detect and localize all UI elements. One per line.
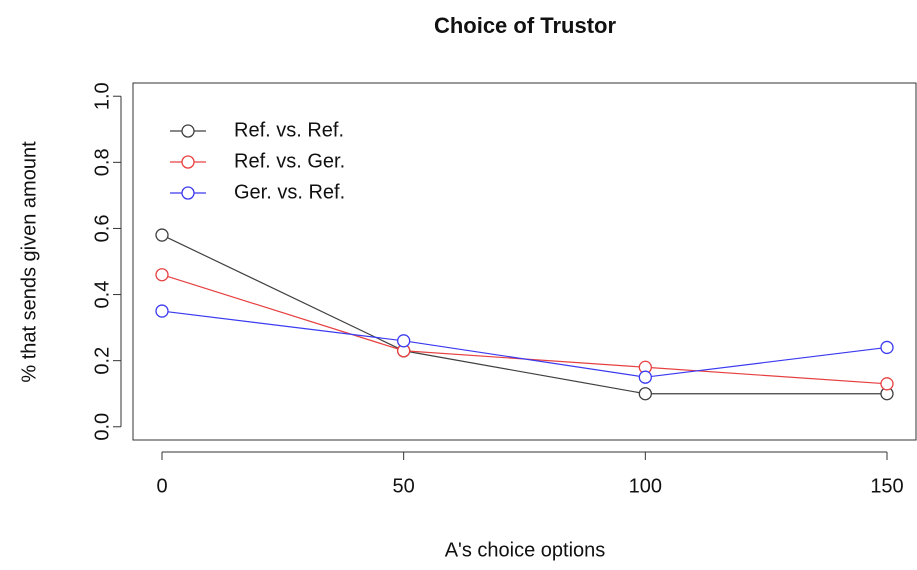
x-tick-label: 100: [629, 475, 662, 497]
plot-box: [132, 82, 917, 441]
series-line: [161, 310, 888, 378]
data-point: [155, 268, 169, 282]
legend-marker: [181, 155, 195, 169]
series-line: [161, 274, 888, 385]
data-point: [155, 304, 169, 318]
legend-label: Ref. vs. Ref.: [234, 119, 344, 141]
legend-marker: [181, 186, 195, 200]
data-point: [880, 340, 894, 355]
y-tick-label: 0.8: [91, 148, 113, 176]
legend-label: Ger. vs. Ref.: [234, 181, 345, 203]
chart-title: Choice of Trustor: [434, 13, 617, 38]
series-line: [161, 234, 887, 395]
x-tick-label: 0: [156, 475, 167, 497]
y-tick-label: 0.6: [91, 215, 113, 243]
legend-label: Ref. vs. Ger.: [234, 150, 345, 172]
x-axis-label: A's choice options: [445, 539, 606, 561]
y-tick-label: 0.2: [91, 347, 113, 375]
data-point: [880, 377, 894, 391]
data-point: [397, 334, 411, 348]
x-tick-label: 50: [393, 475, 415, 497]
y-tick-label: 0.0: [91, 413, 113, 441]
data-point: [155, 228, 169, 242]
y-axis-label: % that sends given amount: [18, 141, 40, 383]
y-tick-label: 0.4: [91, 281, 113, 309]
legend-marker: [181, 124, 195, 138]
y-tick-label: 1.0: [91, 82, 113, 110]
data-point: [638, 370, 652, 384]
data-point: [638, 387, 652, 401]
x-tick-label: 150: [870, 475, 903, 497]
